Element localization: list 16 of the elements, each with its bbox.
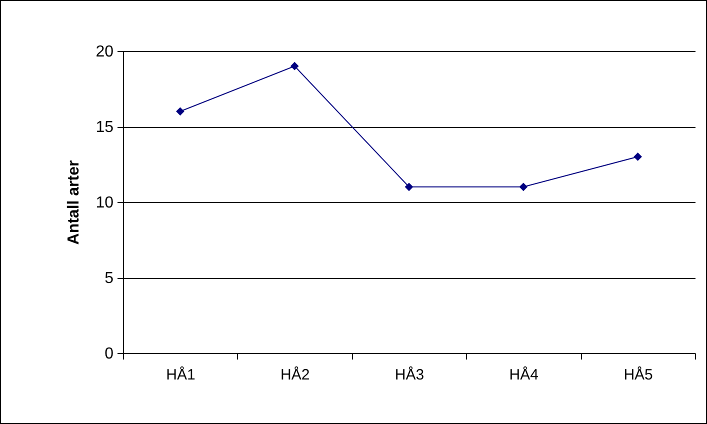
point [634, 152, 642, 161]
x-tick-label: HÅ3 [394, 366, 424, 384]
x-tick-label: HÅ1 [166, 366, 196, 384]
y-tick-label: 0 [104, 346, 114, 362]
x-tick-label: HÅ2 [280, 366, 310, 384]
x-tick-label: HÅ5 [624, 366, 653, 384]
x-tick-label: HÅ4 [509, 366, 538, 384]
y-tick-label: 20 [96, 44, 114, 60]
point [176, 107, 184, 116]
point [404, 182, 414, 192]
point [519, 182, 528, 192]
y-tick-label: 15 [96, 119, 114, 136]
point [290, 62, 299, 70]
y-tick-label: 5 [104, 270, 114, 287]
y-axis-title: Antall arter [66, 160, 83, 245]
y-tick-label: 10 [96, 194, 114, 212]
